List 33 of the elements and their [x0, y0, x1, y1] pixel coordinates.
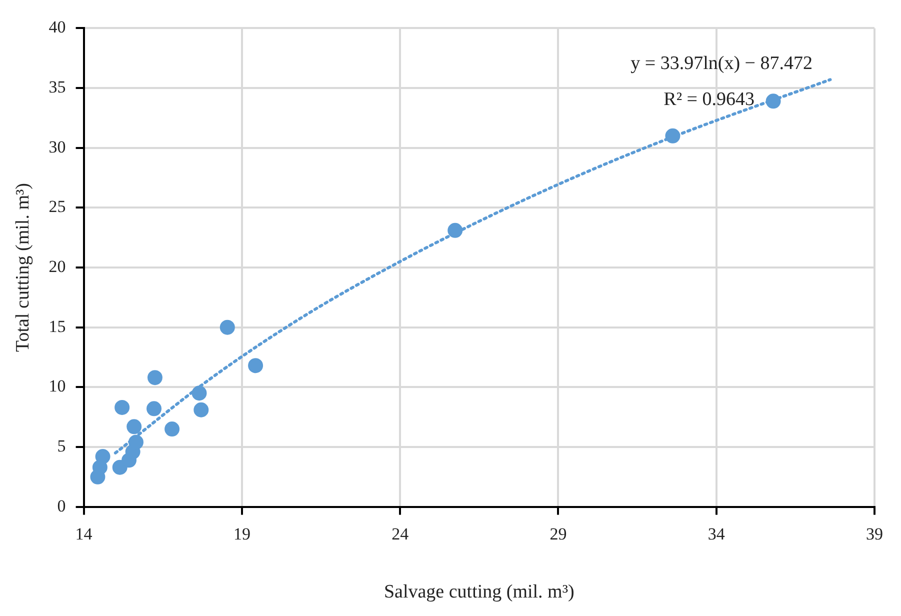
point — [448, 222, 463, 238]
y-axis-title: Total cutting (mil. m³) — [12, 182, 34, 352]
point — [665, 128, 680, 144]
point — [248, 358, 264, 374]
point — [766, 94, 781, 109]
y-tick-label: 40 — [48, 18, 66, 37]
point — [128, 434, 144, 450]
y-tick-label: 35 — [48, 77, 66, 96]
y-tick-label: 25 — [48, 197, 66, 216]
y-tick-label: 20 — [48, 256, 66, 276]
point — [147, 370, 162, 386]
y-tick-label: 15 — [48, 316, 66, 336]
point — [126, 419, 142, 434]
annotation: y = 33.97ln(x) − 87.472 — [630, 53, 812, 74]
point — [220, 320, 235, 335]
point — [192, 386, 207, 401]
point — [95, 449, 110, 464]
x-axis-title: Salvage cutting (mil. m³) — [384, 582, 574, 603]
point — [164, 422, 180, 437]
y-tick-label: 0 — [57, 496, 66, 516]
annotation: R² = 0.9643 — [664, 89, 754, 110]
y-tick-label: 5 — [57, 436, 66, 456]
x-tick-label: 34 — [708, 524, 726, 544]
x-tick-label: 19 — [233, 524, 250, 544]
x-tick-label: 14 — [75, 524, 93, 544]
x-tick-label: 24 — [392, 524, 410, 544]
point — [146, 401, 162, 416]
y-tick-label: 10 — [48, 376, 66, 396]
point — [194, 402, 209, 418]
y-tick-label: 30 — [48, 137, 66, 156]
x-tick-label: 39 — [866, 524, 883, 544]
x-tick-label: 29 — [550, 524, 567, 544]
point — [114, 400, 130, 415]
